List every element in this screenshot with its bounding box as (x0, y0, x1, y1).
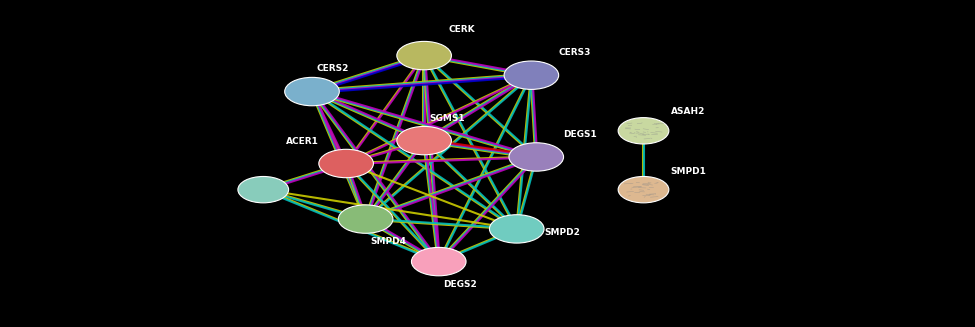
Text: DEGS1: DEGS1 (564, 130, 598, 139)
Ellipse shape (319, 149, 373, 178)
Text: CERK: CERK (448, 25, 475, 34)
Text: SMPD2: SMPD2 (544, 228, 580, 237)
Ellipse shape (397, 127, 451, 155)
Text: DEGS2: DEGS2 (444, 280, 478, 289)
Ellipse shape (504, 61, 559, 89)
Ellipse shape (411, 248, 466, 276)
Text: ACER1: ACER1 (286, 136, 319, 146)
Ellipse shape (509, 143, 564, 171)
Text: CERS2: CERS2 (317, 63, 349, 73)
Ellipse shape (338, 205, 393, 233)
Ellipse shape (397, 42, 451, 70)
Text: CERS3: CERS3 (559, 48, 591, 57)
Text: SMPD1: SMPD1 (671, 167, 707, 176)
Text: SGMS1: SGMS1 (429, 113, 465, 123)
Text: SMPD4: SMPD4 (370, 237, 407, 246)
Ellipse shape (489, 215, 544, 243)
Text: ASAH2: ASAH2 (671, 107, 705, 116)
Ellipse shape (618, 177, 669, 203)
Ellipse shape (618, 118, 669, 144)
Ellipse shape (238, 177, 289, 203)
Ellipse shape (285, 77, 339, 106)
